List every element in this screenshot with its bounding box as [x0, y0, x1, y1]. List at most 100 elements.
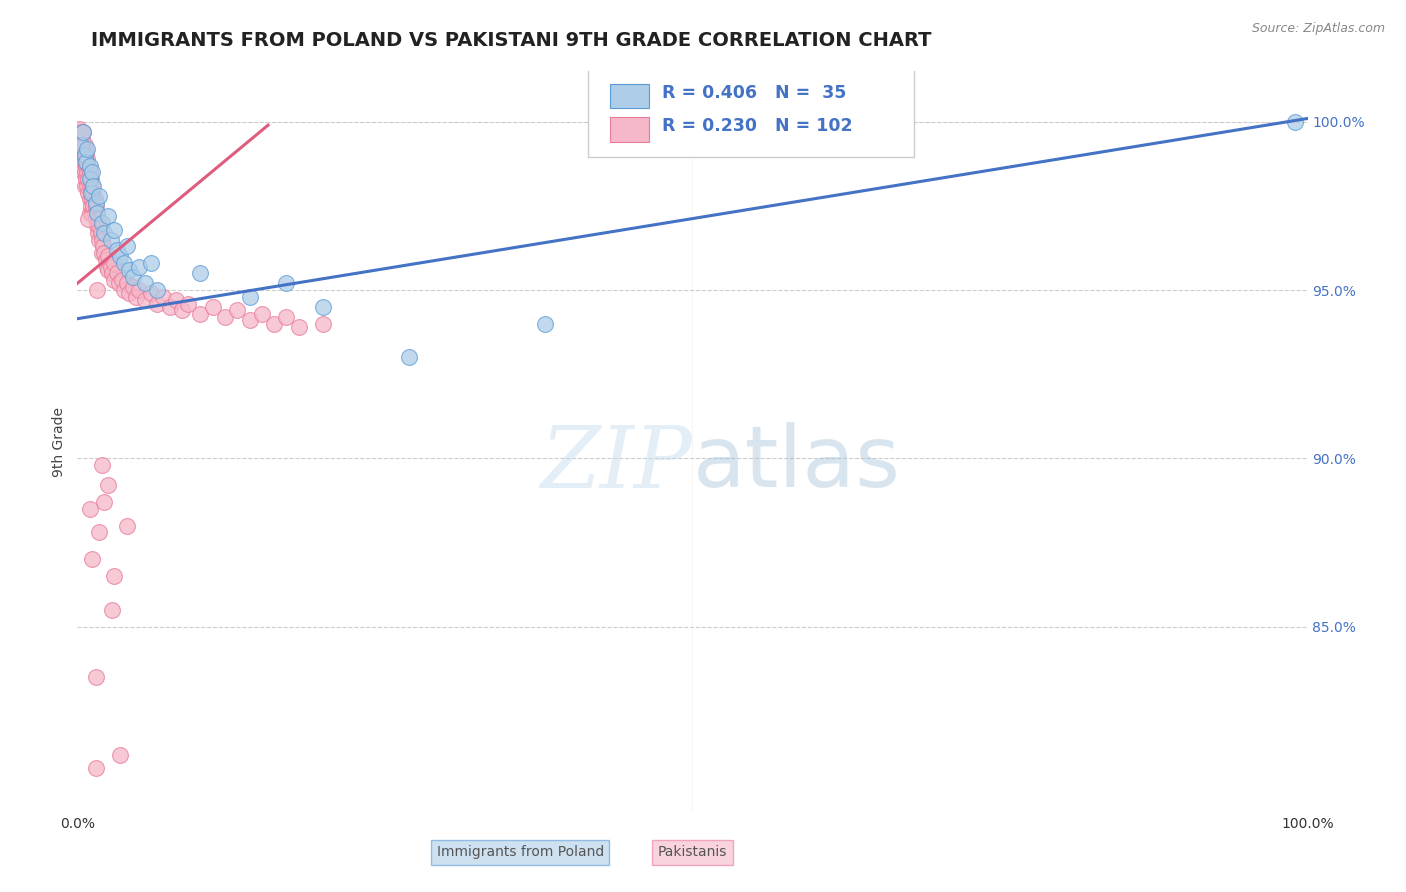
Point — [82, 165, 104, 179]
Point — [103, 256, 125, 270]
Point — [118, 263, 141, 277]
Point — [75, 172, 97, 186]
Point — [128, 260, 150, 274]
Text: Pakistanis: Pakistanis — [658, 846, 727, 859]
Point — [141, 286, 163, 301]
Point — [82, 205, 104, 219]
Point — [165, 293, 187, 308]
Text: R = 0.406   N =  35: R = 0.406 N = 35 — [662, 84, 846, 102]
Point — [75, 145, 97, 160]
Point — [93, 246, 115, 260]
Point — [69, 145, 91, 160]
Point — [94, 252, 117, 267]
Point — [250, 307, 273, 321]
Point — [93, 495, 115, 509]
Point — [77, 212, 100, 227]
Y-axis label: 9th Grade: 9th Grade — [52, 407, 66, 476]
Point — [534, 317, 557, 331]
Point — [214, 310, 236, 324]
Point — [177, 296, 200, 310]
Point — [86, 219, 108, 234]
Point — [188, 266, 212, 280]
Point — [79, 172, 101, 186]
Point — [101, 266, 124, 280]
Point — [84, 199, 107, 213]
Point — [72, 125, 94, 139]
Point — [79, 165, 101, 179]
Point — [86, 283, 108, 297]
Point — [86, 205, 108, 219]
Point — [312, 317, 335, 331]
Point — [159, 300, 181, 314]
Text: IMMIGRANTS FROM POLAND VS PAKISTANI 9TH GRADE CORRELATION CHART: IMMIGRANTS FROM POLAND VS PAKISTANI 9TH … — [91, 31, 932, 50]
Point — [146, 283, 169, 297]
Point — [90, 458, 114, 472]
Point — [89, 233, 111, 247]
Point — [108, 277, 131, 291]
Point — [73, 148, 96, 162]
FancyBboxPatch shape — [610, 117, 650, 142]
Point — [83, 192, 105, 206]
Point — [146, 296, 169, 310]
Point — [239, 313, 262, 327]
Text: Source: ZipAtlas.com: Source: ZipAtlas.com — [1251, 22, 1385, 36]
Point — [73, 152, 96, 166]
Point — [125, 290, 148, 304]
Point — [97, 209, 120, 223]
Point — [70, 131, 93, 145]
Point — [72, 152, 94, 166]
Point — [288, 320, 311, 334]
Point — [76, 142, 98, 156]
Point — [115, 239, 138, 253]
Point — [398, 351, 420, 365]
Point — [115, 277, 138, 291]
Point — [79, 501, 101, 516]
Point — [97, 478, 120, 492]
Point — [79, 205, 101, 219]
Point — [188, 307, 212, 321]
Text: atlas: atlas — [693, 422, 900, 505]
Point — [100, 260, 122, 274]
Point — [77, 159, 100, 173]
Point — [69, 131, 91, 145]
Point — [80, 172, 103, 186]
FancyBboxPatch shape — [588, 68, 914, 156]
Point — [103, 569, 125, 583]
Point — [121, 269, 143, 284]
Point — [89, 525, 111, 540]
Point — [276, 310, 298, 324]
Point — [77, 186, 100, 200]
Point — [79, 159, 101, 173]
Point — [76, 152, 98, 166]
Point — [77, 172, 100, 186]
Point — [276, 277, 298, 291]
Point — [115, 518, 138, 533]
Point — [170, 303, 193, 318]
Point — [80, 186, 103, 200]
Point — [70, 145, 93, 160]
Point — [97, 263, 120, 277]
Point — [121, 279, 143, 293]
Point — [100, 233, 122, 247]
Point — [82, 192, 104, 206]
Point — [84, 670, 107, 684]
Point — [134, 277, 156, 291]
Point — [84, 195, 107, 210]
Point — [141, 256, 163, 270]
Point — [87, 226, 110, 240]
Point — [70, 159, 93, 173]
Point — [73, 178, 96, 193]
Point — [89, 219, 111, 234]
Point — [80, 186, 103, 200]
Point — [96, 260, 118, 274]
Point — [312, 300, 335, 314]
Point — [90, 216, 114, 230]
Point — [84, 761, 107, 775]
FancyBboxPatch shape — [610, 84, 650, 108]
Point — [73, 138, 96, 153]
Point — [82, 178, 104, 193]
Point — [70, 125, 93, 139]
Point — [103, 273, 125, 287]
Point — [72, 138, 94, 153]
Point — [83, 205, 105, 219]
